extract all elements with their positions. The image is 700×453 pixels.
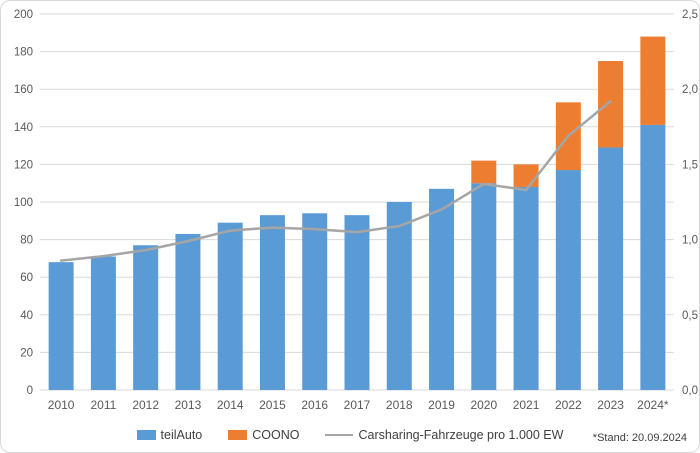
bar-segment-teilauto (344, 215, 370, 390)
left-axis-tick: 160 (14, 84, 33, 96)
x-axis-label: 2011 (90, 398, 116, 412)
legend-item-line: Carsharing-Fahrzeuge pro 1.000 EW (325, 428, 563, 442)
left-axis-tick: 200 (14, 9, 33, 21)
bar-segment-teilauto (386, 202, 412, 390)
right-axis-tick: 0,5 (682, 310, 698, 322)
bar-segment-coono (513, 164, 539, 187)
bar-segment-teilauto (217, 222, 243, 390)
bar-segment-teilauto (48, 262, 74, 390)
x-axis-label: 2023 (597, 398, 624, 412)
left-axis-tick: 120 (14, 159, 33, 171)
bar-segment-teilauto (471, 183, 497, 390)
line-legend-label: Carsharing-Fahrzeuge pro 1.000 EW (358, 428, 564, 442)
bar-segment-coono (640, 36, 666, 125)
coono-legend-swatch (228, 430, 248, 440)
right-axis-tick: 1,5 (682, 159, 698, 171)
x-axis-label: 2012 (132, 398, 159, 412)
bar-segment-teilauto (598, 147, 624, 390)
x-axis-label: 2022 (555, 398, 582, 412)
right-axis-tick: 0,0 (682, 385, 698, 397)
plot-area: 0 20 40 60 80 100 120 140 160 180 200 0,0 0,5 1,0 1,5 2… (14, 9, 698, 412)
coono-legend-label: COONO (252, 428, 300, 442)
left-axis-tick: 80 (20, 235, 33, 247)
left-axis-tick: 0 (27, 385, 33, 397)
x-axis-label: 2017 (344, 398, 371, 412)
bar-segment-teilauto (513, 186, 539, 390)
left-axis-tick: 180 (14, 47, 33, 59)
legend-item-teilauto: teilAuto (136, 428, 203, 442)
line-legend-swatch (325, 433, 354, 437)
right-axis-tick: 2,5 (682, 9, 698, 21)
left-axis-tick: 60 (20, 272, 33, 284)
teilauto-legend-swatch (136, 430, 156, 440)
x-axis-label: 2024* (637, 398, 669, 412)
x-axis-label: 2019 (428, 398, 455, 412)
x-axis-label: 2015 (259, 398, 286, 412)
left-axis-tick: 140 (14, 122, 33, 134)
right-axis-tick: 1,0 (682, 235, 698, 247)
bar-segment-teilauto (555, 170, 581, 390)
left-axis-tick: 100 (14, 197, 33, 209)
left-axis-tick: 40 (20, 310, 33, 322)
x-axis-label: 2013 (175, 398, 202, 412)
bar-segment-teilauto (90, 256, 116, 390)
bar-segment-teilauto (302, 213, 328, 390)
bar-segment-coono (598, 61, 624, 148)
chart-legend: teilAuto COONO Carsharing-Fahrzeuge pro … (1, 428, 699, 442)
footnote: *Stand: 20.09.2024 (592, 432, 687, 444)
x-axis-label: 2010 (48, 398, 75, 412)
teilauto-legend-label: teilAuto (160, 428, 203, 442)
bar-segment-teilauto (259, 215, 285, 390)
bar-segment-teilauto (640, 124, 666, 391)
x-axis-label: 2014 (217, 398, 244, 412)
bar-segment-teilauto (429, 188, 455, 390)
x-axis-label: 2016 (301, 398, 328, 412)
carsharing-per-1000-line (59, 99, 612, 262)
x-axis-label: 2020 (470, 398, 497, 412)
x-axis-label: 2018 (386, 398, 413, 412)
bar-segment-coono (471, 160, 497, 184)
left-axis-tick: 20 (20, 347, 33, 359)
right-axis-tick: 2,0 (682, 84, 698, 96)
bar-segment-teilauto (133, 245, 159, 390)
legend-item-coono: COONO (228, 428, 299, 442)
bar-segment-teilauto (175, 233, 201, 390)
x-axis-label: 2021 (513, 398, 540, 412)
